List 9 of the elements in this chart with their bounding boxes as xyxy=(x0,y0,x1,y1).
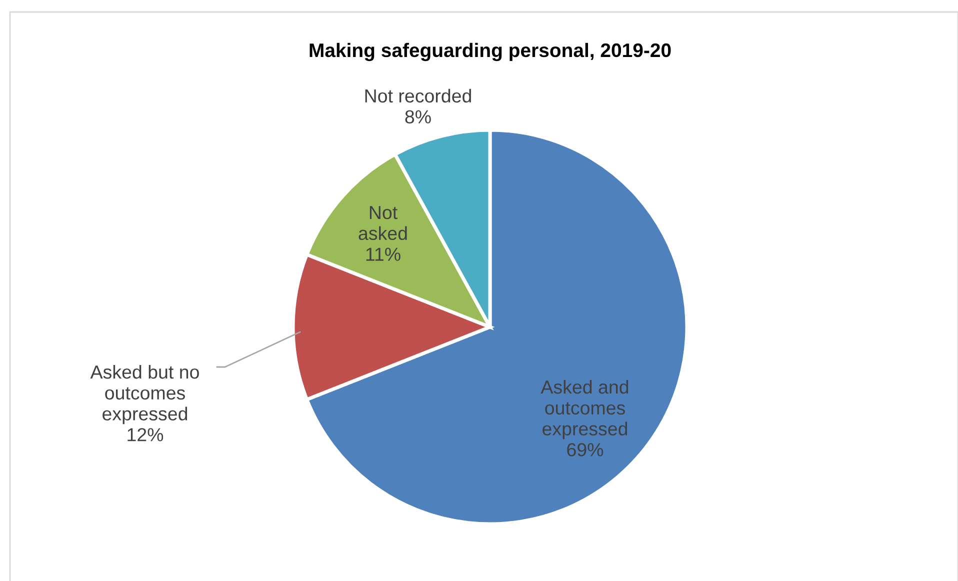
slice-label: Not asked xyxy=(358,206,407,240)
chart-title: Making safeguarding personal, 2019-20 xyxy=(310,42,671,62)
data-label: 11% xyxy=(366,248,400,261)
slice-label: Not recorded xyxy=(365,88,471,103)
data-label: 12% xyxy=(128,428,164,442)
slice-label: Asked and outcomes expressed xyxy=(540,380,628,440)
slice-label: Asked but no outcomes expressed xyxy=(90,364,199,424)
data-label: 69% xyxy=(567,443,604,456)
data-label: 8% xyxy=(405,110,431,124)
